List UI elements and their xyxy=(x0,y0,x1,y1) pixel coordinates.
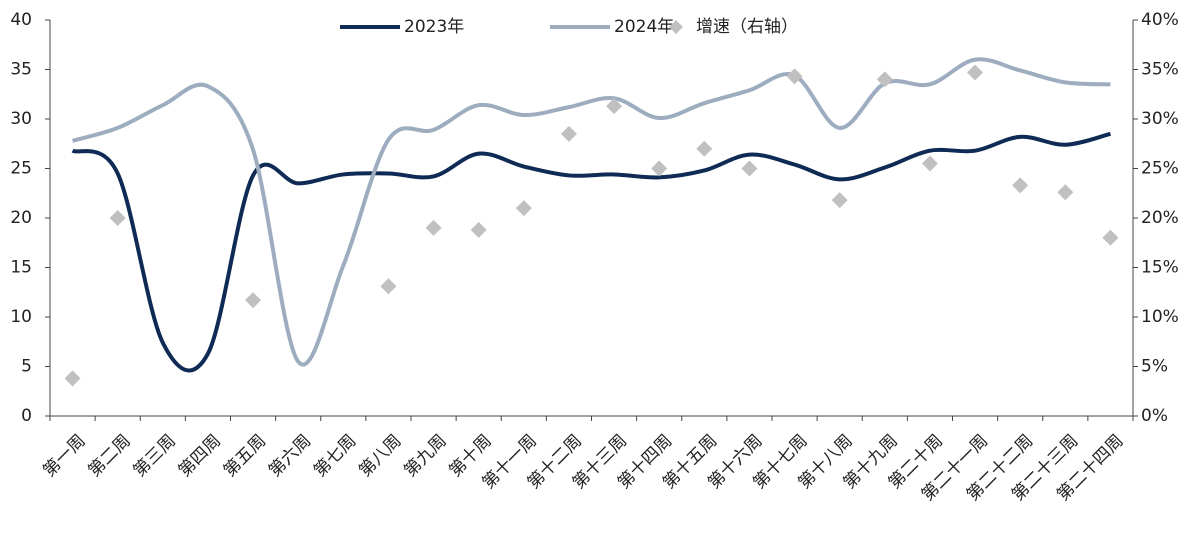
diamond-marker xyxy=(741,160,758,177)
diamond-marker xyxy=(560,125,577,142)
x-tick-label: 第五周 xyxy=(220,431,270,481)
y-tick-label: 35 xyxy=(10,60,32,80)
legend-label: 增速（右轴） xyxy=(696,17,798,37)
x-tick-label: 第三周 xyxy=(130,431,180,481)
x-tick-label: 第七周 xyxy=(310,431,360,481)
x-tick-label: 第四周 xyxy=(175,431,225,481)
diamond-marker xyxy=(64,370,81,387)
y2-tick-label: 35% xyxy=(1141,60,1179,80)
diamond-marker xyxy=(245,292,262,309)
y-tick-label: 30 xyxy=(10,109,32,129)
diamond-marker xyxy=(696,140,713,157)
diamond-marker xyxy=(380,278,397,295)
diamond-marker xyxy=(967,64,984,81)
x-tick-label: 第八周 xyxy=(355,431,405,481)
y2-tick-label: 10% xyxy=(1141,307,1179,327)
legend-label: 2024年 xyxy=(614,17,674,37)
y-tick-label: 10 xyxy=(10,307,32,327)
diamond-marker xyxy=(786,68,803,85)
y2-tick-label: 30% xyxy=(1141,109,1179,129)
y-tick-label: 40 xyxy=(10,10,32,30)
y2-tick-label: 40% xyxy=(1141,10,1179,30)
diamond-marker xyxy=(1012,177,1029,194)
y-tick-label: 5 xyxy=(21,357,32,377)
y2-tick-label: 5% xyxy=(1141,357,1168,377)
y2-tick-label: 15% xyxy=(1141,258,1179,278)
line-series xyxy=(71,131,1111,373)
legend-marker xyxy=(669,20,683,34)
y2-tick-label: 0% xyxy=(1141,406,1168,426)
diamond-marker xyxy=(831,192,848,209)
x-tick-label: 第二周 xyxy=(85,431,135,481)
diamond-marker xyxy=(515,200,532,217)
x-tick-label: 第六周 xyxy=(265,431,315,481)
diamond-marker xyxy=(876,71,893,88)
line-series xyxy=(72,57,1111,367)
y-tick-label: 0 xyxy=(21,406,32,426)
y-tick-label: 15 xyxy=(10,258,32,278)
diamond-marker xyxy=(921,155,938,172)
x-tick-label: 第九周 xyxy=(400,431,450,481)
diamond-marker xyxy=(1102,229,1119,246)
diamond-marker xyxy=(1057,184,1074,201)
y2-tick-label: 25% xyxy=(1141,159,1179,179)
y-tick-label: 25 xyxy=(10,159,32,179)
diamond-marker xyxy=(606,98,623,115)
diamond-marker xyxy=(470,221,487,238)
diamond-marker xyxy=(109,210,126,226)
y2-tick-label: 20% xyxy=(1141,208,1179,228)
y-tick-label: 20 xyxy=(10,208,32,228)
diamond-marker xyxy=(425,219,442,236)
legend-label: 2023年 xyxy=(404,17,464,37)
x-tick-label: 第一周 xyxy=(39,431,89,481)
diamond-marker xyxy=(651,160,668,177)
